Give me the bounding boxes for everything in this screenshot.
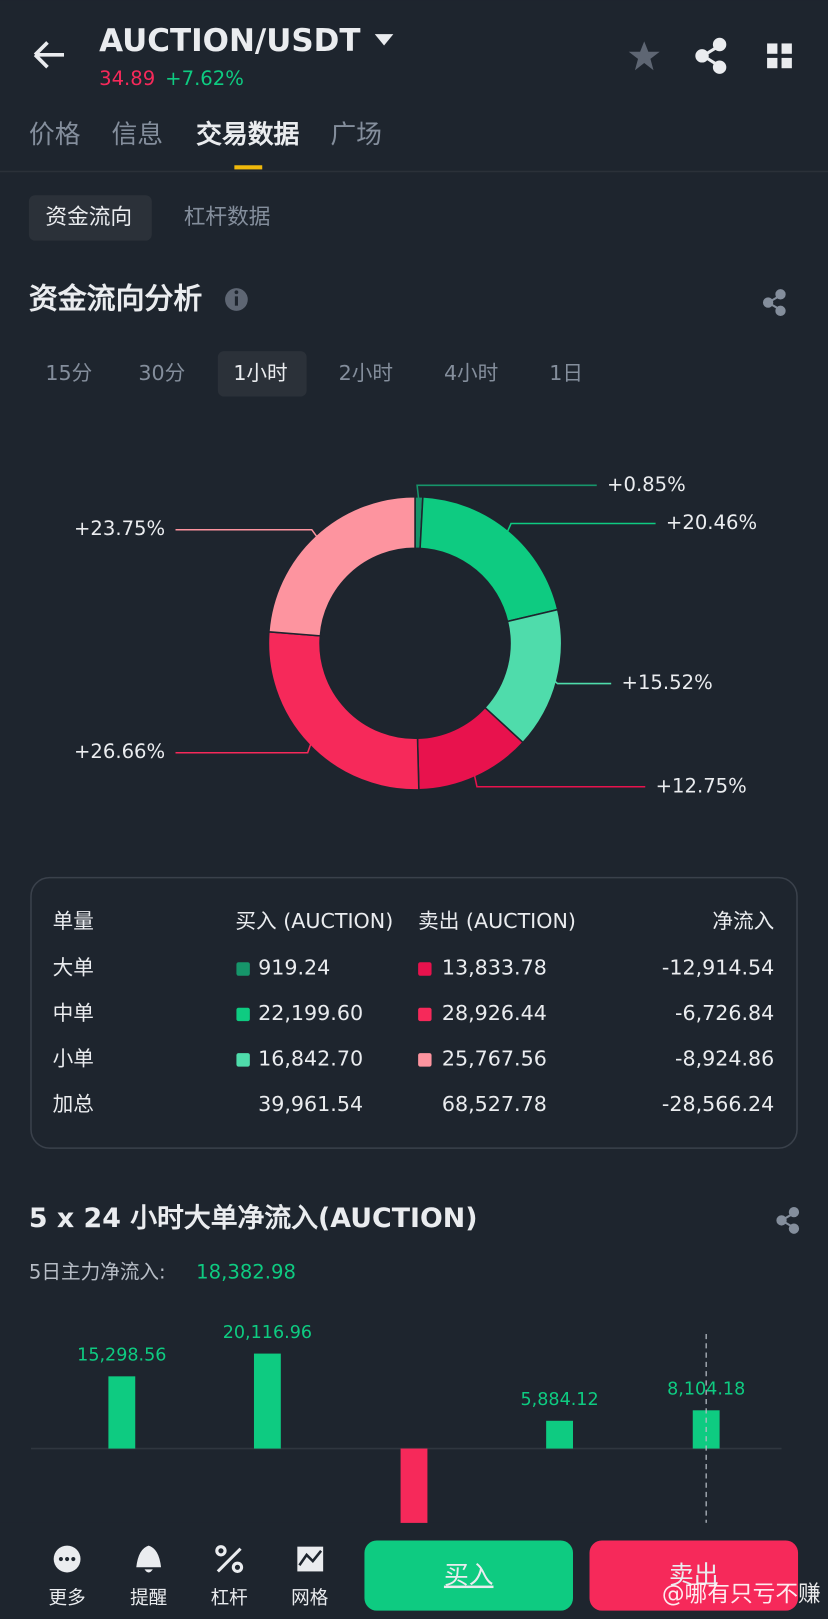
nav-label[interactable]: 更多 (49, 1588, 86, 1609)
legend-swatch (236, 1007, 250, 1022)
watermark: @哪有只亏不赚 (662, 1582, 821, 1608)
period-option[interactable]: 2小时 (339, 361, 393, 385)
bar-label: 20,116.96 (223, 1323, 312, 1343)
table-cell: 28,926.44 (442, 1001, 547, 1025)
table-cell: 中单 (53, 1001, 94, 1025)
bar-label: 5,884.12 (521, 1390, 599, 1410)
period-option[interactable]: 4小时 (444, 361, 498, 385)
legend-swatch (418, 962, 432, 976)
tab[interactable]: 价格 (29, 120, 81, 150)
price: 34.89 (99, 67, 155, 90)
table-cell: 大单 (53, 955, 94, 979)
slice-label: +0.85% (607, 473, 686, 496)
sell-button[interactable] (589, 1540, 799, 1611)
nav-label[interactable]: 网格 (291, 1588, 329, 1609)
period-option[interactable]: 1小时 (233, 361, 287, 385)
section-title: 资金流向分析 (29, 282, 202, 316)
table-header: 买入 (AUCTION) (235, 909, 393, 933)
table-cell: 68,527.78 (442, 1092, 547, 1116)
leader-line (473, 772, 646, 788)
leader-line (416, 484, 597, 501)
table-header: 单量 (53, 909, 94, 933)
buy-button-label[interactable]: 买入 (444, 1561, 494, 1590)
section-title: 5 x 24 小时大单净流入(AUCTION) (29, 1203, 478, 1234)
share-icon[interactable] (695, 37, 727, 74)
slice-label: +12.75% (656, 774, 747, 797)
legend-swatch (418, 1053, 432, 1067)
section-share-icon[interactable] (762, 289, 786, 317)
subtab-active-bg (28, 195, 152, 241)
nav-label[interactable]: 提醒 (130, 1588, 167, 1609)
grid-bot-icon[interactable] (297, 1546, 324, 1572)
period-option[interactable]: 1日 (549, 361, 583, 385)
favorite-icon[interactable] (628, 41, 660, 71)
alert-icon[interactable] (136, 1545, 162, 1573)
pair-title[interactable]: AUCTION/USDT (99, 23, 360, 59)
back-button[interactable] (33, 41, 65, 69)
buy-button[interactable] (364, 1540, 573, 1611)
period-option[interactable]: 15分 (45, 361, 92, 385)
slice-label: +26.66% (74, 740, 165, 763)
table-cell: 加总 (53, 1092, 94, 1116)
slice-label: +15.52% (622, 671, 713, 694)
tab[interactable]: 交易数据 (196, 119, 299, 150)
table-cell: -28,566.24 (662, 1092, 774, 1116)
table-cell: 39,961.54 (258, 1092, 363, 1116)
donut-slice (268, 495, 416, 637)
bar (546, 1420, 573, 1449)
period-active-bg (217, 351, 307, 397)
table-cell: -8,924.86 (675, 1046, 774, 1070)
table-cell: 25,767.56 (442, 1046, 547, 1070)
bar-label: 15,298.56 (77, 1346, 166, 1366)
bar-label: 8,104.18 (667, 1380, 745, 1400)
slice-label: +20.46% (666, 511, 757, 534)
grid-icon[interactable] (767, 43, 792, 69)
subtab[interactable]: 资金流向 (45, 205, 132, 230)
summary-label: 5日主力净流入: (29, 1261, 166, 1284)
price-change: +7.62% (165, 67, 244, 90)
legend-swatch (418, 1007, 432, 1022)
tab[interactable]: 广场 (330, 120, 382, 150)
info-icon-bar (234, 296, 238, 306)
legend-swatch (236, 962, 250, 976)
table-cell: 16,842.70 (258, 1046, 363, 1070)
table-header: 卖出 (AUCTION) (418, 909, 576, 933)
section-share-icon[interactable] (776, 1206, 800, 1234)
tab-indicator (234, 165, 263, 170)
period-option[interactable]: 30分 (138, 361, 185, 385)
donut-slice (267, 630, 420, 791)
subtab[interactable]: 杠杆数据 (184, 205, 271, 230)
leader-line (552, 678, 612, 685)
pair-dropdown[interactable] (374, 34, 394, 46)
sell-button-label[interactable]: 卖出 (669, 1561, 719, 1590)
bar (108, 1376, 136, 1449)
leader-line (505, 522, 656, 535)
nav-label[interactable]: 杠杆 (211, 1588, 248, 1609)
info-icon-dot (234, 290, 239, 295)
leader-line (175, 528, 319, 540)
bar (253, 1353, 281, 1449)
margin-icon[interactable] (215, 1545, 244, 1573)
leader-line (175, 741, 313, 754)
table-card (30, 876, 798, 1149)
slice-label: +23.75% (74, 517, 165, 540)
table-cell: -6,726.84 (675, 1001, 774, 1025)
tab[interactable]: 信息 (112, 120, 164, 150)
table-cell: 小单 (53, 1046, 94, 1070)
summary-value: 18,382.98 (196, 1261, 296, 1284)
legend-swatch (236, 1053, 250, 1067)
more-icon[interactable] (53, 1545, 81, 1573)
table-cell: 22,199.60 (258, 1001, 363, 1025)
table-cell: -12,914.54 (662, 955, 774, 979)
table-header: 净流入 (712, 909, 774, 933)
table-cell: 919.24 (258, 955, 330, 979)
table-cell: 13,833.78 (442, 955, 547, 979)
